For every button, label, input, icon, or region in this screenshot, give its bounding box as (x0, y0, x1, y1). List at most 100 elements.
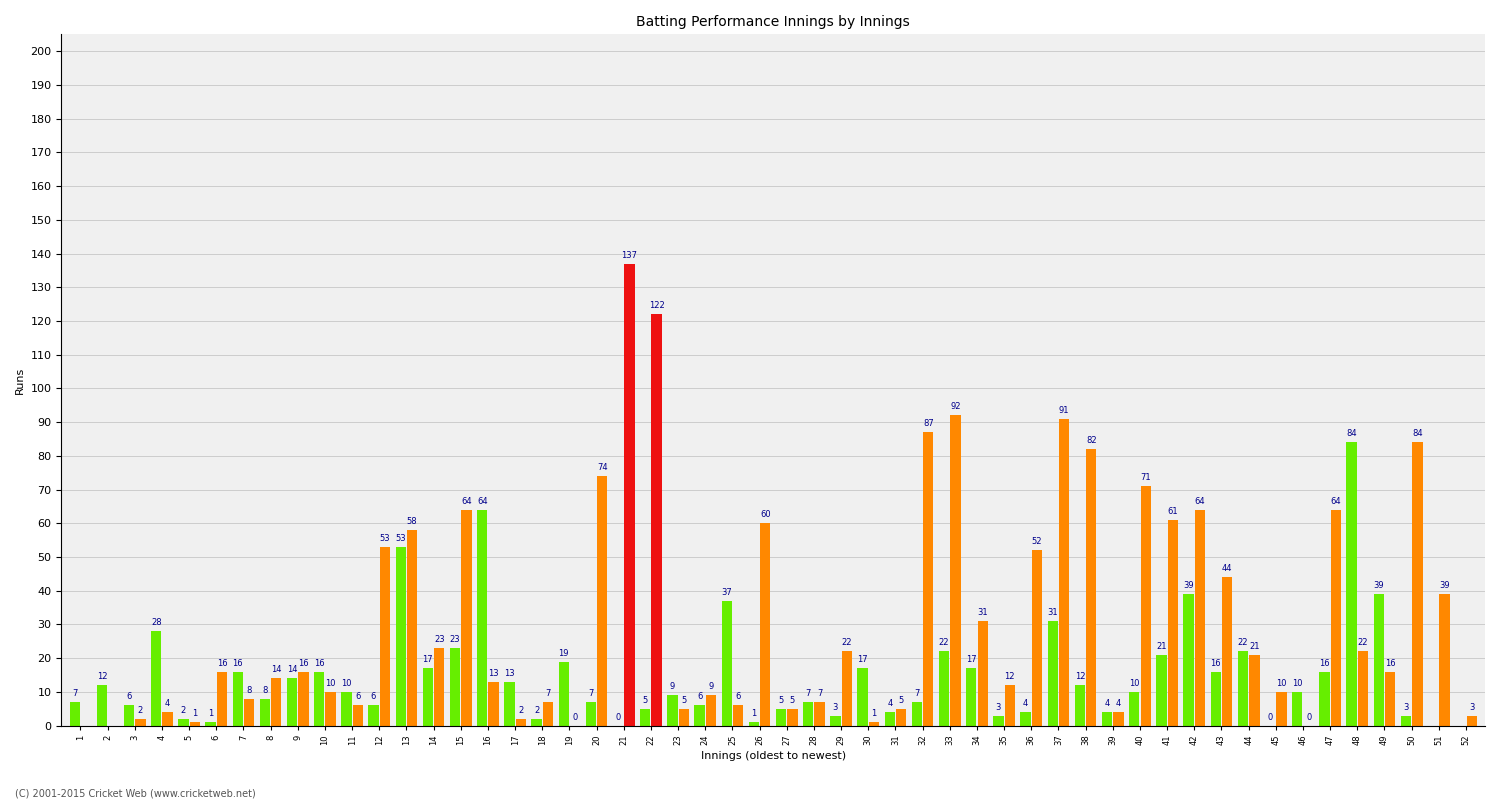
Text: 14: 14 (272, 666, 282, 674)
Bar (788, 709, 798, 726)
Text: 21: 21 (1250, 642, 1260, 651)
Text: 64: 64 (460, 497, 472, 506)
Bar (206, 722, 216, 726)
Text: 10: 10 (1276, 679, 1287, 688)
Bar (939, 651, 950, 726)
Text: 4: 4 (1116, 699, 1120, 708)
Bar (842, 651, 852, 726)
Text: 8: 8 (262, 686, 267, 694)
Bar (217, 672, 226, 726)
Text: 0: 0 (615, 713, 621, 722)
Text: 1: 1 (752, 710, 756, 718)
Text: 17: 17 (858, 655, 868, 664)
Text: 16: 16 (1384, 658, 1395, 668)
Bar (597, 476, 608, 726)
Bar (734, 706, 744, 726)
Bar (489, 682, 500, 726)
Text: 16: 16 (1210, 658, 1221, 668)
Text: 1: 1 (209, 710, 213, 718)
Text: 6: 6 (370, 692, 376, 702)
Bar (1102, 712, 1113, 726)
Bar (585, 702, 596, 726)
Text: 87: 87 (922, 419, 933, 428)
Bar (1130, 692, 1140, 726)
Text: 5: 5 (790, 696, 795, 705)
Text: 6: 6 (356, 692, 360, 702)
Bar (858, 668, 867, 726)
Text: 7: 7 (818, 689, 822, 698)
Text: 5: 5 (642, 696, 648, 705)
Bar (922, 432, 933, 726)
Bar (1320, 672, 1329, 726)
Text: 1: 1 (871, 710, 876, 718)
Bar (1276, 692, 1287, 726)
Text: 39: 39 (1374, 581, 1384, 590)
Bar (1210, 672, 1221, 726)
Bar (423, 668, 433, 726)
Text: 17: 17 (423, 655, 433, 664)
Text: 16: 16 (1318, 658, 1330, 668)
Bar (678, 709, 688, 726)
Text: 3: 3 (833, 702, 839, 711)
Text: 0: 0 (1306, 713, 1311, 722)
Text: 3: 3 (1468, 702, 1474, 711)
Bar (1047, 621, 1058, 726)
Text: 4: 4 (1104, 699, 1110, 708)
Bar (815, 702, 825, 726)
Y-axis label: Runs: Runs (15, 366, 26, 394)
Bar (1196, 510, 1204, 726)
Bar (352, 706, 363, 726)
Bar (380, 547, 390, 726)
Text: 7: 7 (806, 689, 812, 698)
Bar (124, 706, 134, 726)
Bar (1401, 715, 1411, 726)
Bar (314, 672, 324, 726)
Text: 22: 22 (939, 638, 950, 647)
Text: 21: 21 (1156, 642, 1167, 651)
Text: 23: 23 (450, 635, 460, 644)
Bar (966, 668, 976, 726)
Text: 16: 16 (232, 658, 243, 668)
Bar (1020, 712, 1031, 726)
Bar (1005, 685, 1016, 726)
Text: 7: 7 (72, 689, 78, 698)
Text: 39: 39 (1184, 581, 1194, 590)
Bar (1440, 594, 1449, 726)
Text: 14: 14 (286, 666, 297, 674)
Text: 13: 13 (504, 669, 515, 678)
Text: 0: 0 (1268, 713, 1272, 722)
Bar (152, 631, 162, 726)
Bar (1222, 578, 1233, 726)
Bar (326, 692, 336, 726)
Bar (1059, 418, 1070, 726)
Text: 17: 17 (966, 655, 976, 664)
Text: 7: 7 (588, 689, 594, 698)
Text: 10: 10 (326, 679, 336, 688)
Bar (624, 264, 634, 726)
Bar (272, 678, 282, 726)
Text: 39: 39 (1438, 581, 1450, 590)
Text: 37: 37 (722, 588, 732, 597)
Text: 7: 7 (546, 689, 550, 698)
Bar (1347, 442, 1358, 726)
Bar (885, 712, 896, 726)
Bar (1167, 520, 1178, 726)
Title: Batting Performance Innings by Innings: Batting Performance Innings by Innings (636, 15, 910, 29)
Bar (96, 685, 106, 726)
Text: 58: 58 (406, 517, 417, 526)
Bar (776, 709, 786, 726)
Bar (406, 530, 417, 726)
Text: 82: 82 (1086, 436, 1096, 445)
Bar (1467, 715, 1478, 726)
Text: 19: 19 (558, 649, 568, 658)
Text: 64: 64 (477, 497, 488, 506)
Bar (477, 510, 488, 726)
Text: 7: 7 (914, 689, 920, 698)
Text: 22: 22 (842, 638, 852, 647)
Bar (340, 692, 351, 726)
Text: 60: 60 (760, 510, 771, 519)
Bar (912, 702, 922, 726)
Text: 31: 31 (1047, 608, 1058, 617)
Bar (694, 706, 705, 726)
Bar (722, 601, 732, 726)
